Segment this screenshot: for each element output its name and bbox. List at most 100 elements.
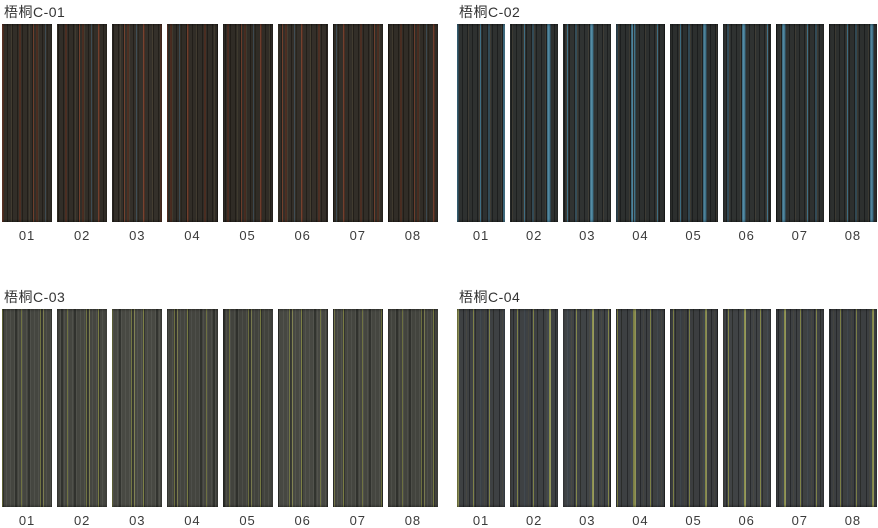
swatch-number: 08 bbox=[844, 228, 862, 243]
carpet-swatch-image bbox=[57, 309, 108, 507]
swatch-cell: 04 bbox=[167, 309, 218, 528]
swatch-group-c02: 梧桐C-02 01 02 03 04 05 06 07 08 bbox=[457, 4, 877, 243]
carpet-swatch-image bbox=[457, 309, 506, 507]
swatch-cell: 06 bbox=[722, 309, 771, 528]
swatch-cell: 02 bbox=[510, 309, 559, 528]
swatch-cell: 05 bbox=[222, 24, 273, 243]
swatch-cell: 03 bbox=[563, 309, 612, 528]
swatch-cell: 08 bbox=[828, 309, 877, 528]
carpet-swatch-image bbox=[563, 309, 612, 507]
swatch-number: 07 bbox=[791, 513, 809, 528]
swatch-number: 06 bbox=[294, 228, 311, 243]
swatch-number: 02 bbox=[525, 513, 543, 528]
swatch-group-c01: 梧桐C-01 01 02 03 04 05 06 07 08 bbox=[2, 4, 438, 243]
swatch-cell: 02 bbox=[510, 24, 559, 243]
carpet-swatch-image bbox=[277, 309, 328, 507]
swatch-number: 08 bbox=[404, 228, 422, 243]
swatch-cell: 06 bbox=[722, 24, 771, 243]
carpet-swatch-image bbox=[510, 24, 559, 222]
swatch-cell: 01 bbox=[457, 309, 506, 528]
swatch-number: 07 bbox=[349, 228, 367, 243]
swatch-cell: 02 bbox=[57, 24, 108, 243]
group-title: 梧桐C-02 bbox=[459, 4, 521, 20]
carpet-swatch-image bbox=[387, 309, 438, 507]
swatch-number: 01 bbox=[472, 513, 490, 528]
swatch-number: 04 bbox=[632, 228, 649, 243]
carpet-swatch-image bbox=[222, 24, 273, 222]
carpet-swatch-image bbox=[57, 24, 108, 222]
swatch-number: 03 bbox=[579, 513, 596, 528]
swatch-cell: 01 bbox=[457, 24, 506, 243]
carpet-swatch-image bbox=[775, 309, 824, 507]
swatch-cell: 07 bbox=[332, 24, 383, 243]
swatch-cell: 08 bbox=[828, 24, 877, 243]
swatch-number: 03 bbox=[129, 513, 146, 528]
swatch-cell: 01 bbox=[2, 309, 53, 528]
carpet-swatch-image bbox=[669, 309, 718, 507]
swatch-number: 01 bbox=[18, 513, 36, 528]
swatch-cell: 03 bbox=[563, 24, 612, 243]
swatch-number: 05 bbox=[239, 228, 256, 243]
carpet-swatch-image bbox=[332, 309, 383, 507]
swatch-number: 05 bbox=[239, 513, 256, 528]
swatch-number: 08 bbox=[404, 513, 422, 528]
carpet-swatch-image bbox=[828, 309, 877, 507]
swatch-cell: 02 bbox=[57, 309, 108, 528]
swatch-cell: 07 bbox=[332, 309, 383, 528]
carpet-swatch-image bbox=[457, 24, 506, 222]
carpet-swatch-image bbox=[510, 309, 559, 507]
swatch-row: 01 02 03 04 05 06 07 08 bbox=[457, 309, 877, 528]
swatch-cell: 03 bbox=[112, 24, 163, 243]
carpet-swatch-image bbox=[222, 309, 273, 507]
group-title: 梧桐C-01 bbox=[4, 4, 66, 20]
swatch-cell: 04 bbox=[167, 24, 218, 243]
swatch-number: 06 bbox=[738, 513, 755, 528]
swatch-number: 03 bbox=[129, 228, 146, 243]
carpet-swatch-image bbox=[669, 24, 718, 222]
carpet-swatch-image bbox=[616, 24, 665, 222]
swatch-cell: 04 bbox=[616, 24, 665, 243]
swatch-cell: 05 bbox=[669, 24, 718, 243]
swatch-row: 01 02 03 04 05 06 07 08 bbox=[2, 24, 438, 243]
swatch-number: 07 bbox=[791, 228, 809, 243]
swatch-number: 08 bbox=[844, 513, 862, 528]
swatch-number: 02 bbox=[73, 228, 91, 243]
carpet-swatch-image bbox=[2, 309, 53, 507]
swatch-cell: 04 bbox=[616, 309, 665, 528]
carpet-swatch-image bbox=[332, 24, 383, 222]
swatch-group-c04: 梧桐C-04 01 02 03 04 05 06 07 08 bbox=[457, 289, 877, 528]
swatch-number: 05 bbox=[685, 228, 702, 243]
swatch-number: 02 bbox=[525, 228, 543, 243]
swatch-number: 04 bbox=[184, 513, 201, 528]
carpet-swatch-image bbox=[2, 24, 53, 222]
swatch-cell: 01 bbox=[2, 24, 53, 243]
carpet-swatch-image bbox=[112, 24, 163, 222]
swatch-cell: 07 bbox=[775, 24, 824, 243]
swatch-row: 01 02 03 04 05 06 07 08 bbox=[457, 24, 877, 243]
swatch-number: 04 bbox=[184, 228, 201, 243]
group-title: 梧桐C-03 bbox=[4, 289, 66, 305]
carpet-swatch-image bbox=[167, 309, 218, 507]
carpet-swatch-image bbox=[722, 24, 771, 222]
carpet-swatch-image bbox=[277, 24, 328, 222]
swatch-cell: 06 bbox=[277, 24, 328, 243]
swatch-cell: 07 bbox=[775, 309, 824, 528]
swatch-number: 01 bbox=[472, 228, 490, 243]
swatch-number: 02 bbox=[73, 513, 91, 528]
carpet-swatch-image bbox=[616, 309, 665, 507]
carpet-swatch-image bbox=[775, 24, 824, 222]
swatch-number: 01 bbox=[18, 228, 36, 243]
swatch-number: 03 bbox=[579, 228, 596, 243]
group-title: 梧桐C-04 bbox=[459, 289, 521, 305]
swatch-cell: 03 bbox=[112, 309, 163, 528]
swatch-number: 06 bbox=[738, 228, 755, 243]
swatch-group-c03: 梧桐C-03 01 02 03 04 05 06 07 08 bbox=[2, 289, 438, 528]
carpet-swatch-image bbox=[112, 309, 163, 507]
swatch-number: 05 bbox=[685, 513, 702, 528]
swatch-number: 04 bbox=[632, 513, 649, 528]
swatch-cell: 06 bbox=[277, 309, 328, 528]
carpet-swatch-image bbox=[167, 24, 218, 222]
swatch-cell: 08 bbox=[387, 309, 438, 528]
swatch-cell: 08 bbox=[387, 24, 438, 243]
